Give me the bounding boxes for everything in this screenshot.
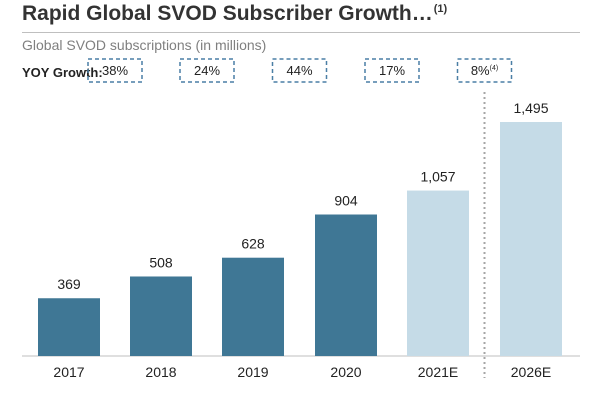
x-tick-2017: 2017 (53, 364, 84, 380)
yoy-box-4 (364, 58, 420, 83)
yoy-value-1: 38% (102, 63, 128, 78)
bar-2019 (222, 257, 284, 356)
yoy-box-2 (179, 58, 235, 83)
yoy-footnote-marker: (4) (490, 65, 499, 72)
yoy-value-5: 8%(4) (471, 63, 498, 78)
bar-2020 (315, 214, 377, 356)
x-tick-2020: 2020 (330, 364, 361, 380)
yoy-growth-label: YOY Growth: (22, 65, 103, 80)
x-tick-2026E: 2026E (511, 364, 551, 380)
data-label-2020: 904 (334, 193, 358, 209)
bar-2017 (38, 298, 100, 356)
chart-title: Rapid Global SVOD Subscriber Growth…(1) (22, 2, 447, 26)
bar-2018 (130, 276, 192, 356)
data-label-2019: 628 (241, 236, 265, 252)
data-label-2018: 508 (149, 254, 173, 270)
data-label-2017: 369 (57, 276, 81, 292)
yoy-value-4: 17% (379, 63, 405, 78)
yoy-box-1 (87, 58, 143, 83)
chart-subtitle: Global SVOD subscriptions (in millions) (22, 37, 267, 53)
yoy-value-2: 24% (194, 63, 220, 78)
yoy-box-5 (456, 58, 513, 83)
x-tick-2018: 2018 (145, 364, 176, 380)
title-underline (22, 32, 580, 33)
data-label-2021E: 1,057 (420, 169, 455, 185)
title-footnote-marker: (1) (433, 3, 448, 15)
x-tick-2019: 2019 (237, 364, 268, 380)
yoy-value-3: 44% (286, 63, 312, 78)
chart-title-text: Rapid Global SVOD Subscriber Growth… (22, 2, 433, 25)
x-tick-2021E: 2021E (418, 364, 458, 380)
bar-2026E (500, 122, 562, 356)
bar-2021E (407, 190, 469, 356)
data-label-2026E: 1,495 (513, 100, 548, 116)
yoy-box-3 (271, 58, 328, 83)
